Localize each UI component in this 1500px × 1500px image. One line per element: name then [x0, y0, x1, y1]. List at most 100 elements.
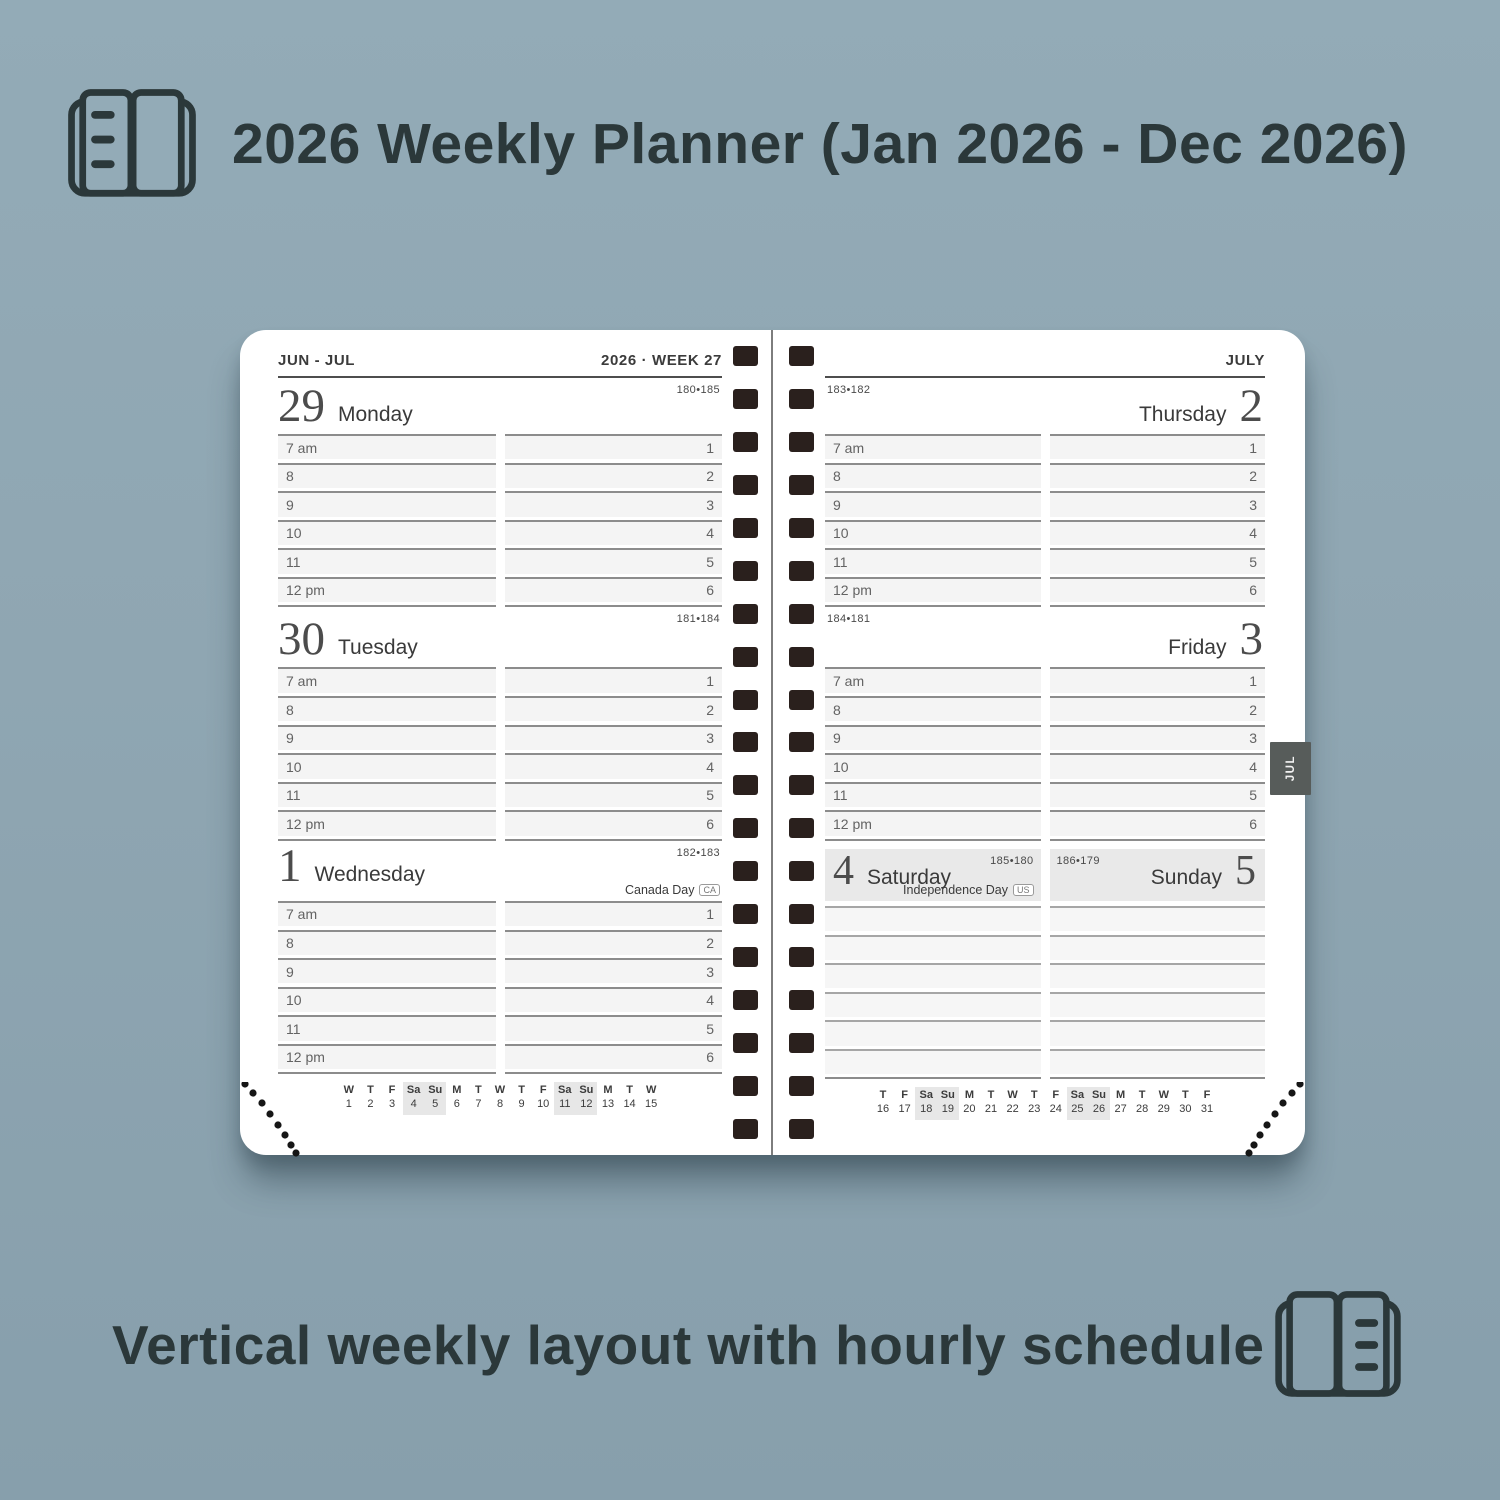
binding-hole	[733, 1118, 758, 1139]
tuesday-hour-grid: 7 am 8 9 10 11 12 pm 1 2 3 4 5 6	[278, 667, 722, 840]
minical-weekday-letter: T	[367, 1084, 374, 1097]
schedule-row: 4	[504, 519, 722, 546]
hour-number: 3	[706, 963, 714, 980]
minical-day: F 24	[1045, 1087, 1067, 1120]
day-title: 30 Tuesday	[278, 616, 418, 662]
schedule-row: 3	[1049, 491, 1265, 517]
day-title: Thursday 2	[1138, 380, 1264, 432]
top-banner: 2026 Weekly Planner (Jan 2026 - Dec 2026…	[64, 88, 1408, 200]
minical-date: 31	[1200, 1103, 1214, 1116]
monday-hour-grid: 7 am 8 9 10 11 12 pm 1 2 3 4 5 6	[278, 434, 722, 607]
binding-hole	[733, 346, 758, 366]
binding-hole	[789, 646, 814, 667]
binding-hole	[733, 560, 758, 581]
schedule-row: 5	[1049, 548, 1265, 574]
minical-weekday-letter: T	[1181, 1089, 1189, 1102]
left-page-header: JUN - JUL 2026 · WEEK 27	[278, 352, 722, 378]
minical-date: 20	[963, 1103, 976, 1116]
minical-weekday-letter: Sa	[558, 1084, 572, 1097]
schedule-row: 11	[278, 781, 496, 808]
hour-number: 5	[1249, 787, 1257, 804]
hour-label: 12 pm	[286, 582, 325, 599]
perforation-dots	[1245, 1082, 1304, 1157]
hour-label: 11	[286, 787, 301, 804]
schedule-row: 6	[504, 576, 722, 603]
binding-hole	[733, 1075, 758, 1096]
binding-hole	[733, 990, 758, 1011]
minical-weekday-letter: F	[1203, 1089, 1211, 1102]
minical-date: 8	[496, 1098, 504, 1111]
hour-label: 10	[286, 525, 302, 542]
minical-weekday-letter: M	[1115, 1089, 1126, 1102]
day-name: Thursday	[1138, 403, 1227, 426]
day-number: 2	[1239, 380, 1264, 432]
schedule-row: 1	[504, 667, 722, 693]
minical-weekday-letter: T	[1138, 1089, 1146, 1102]
schedule-row	[825, 1048, 1041, 1075]
hour-number: 6	[706, 1049, 714, 1066]
minical-date: 16	[876, 1103, 890, 1116]
minical-weekday-letter: F	[388, 1084, 396, 1097]
page-gutter-line	[771, 330, 773, 1155]
morning-hours-column: 7 am 8 9 10 11 12 pm	[278, 667, 496, 840]
minical-day: Sa 25	[1066, 1087, 1089, 1120]
binding-hole	[733, 474, 758, 495]
hour-number: 3	[706, 730, 714, 747]
holiday-label: Canada Day CA	[625, 883, 720, 897]
minical-date: 11	[559, 1098, 571, 1111]
schedule-row: 2	[504, 462, 722, 488]
mini-calendar-right: T 16 F 17 Sa 18 Su 19 M 20 T 21 W 22 T 23 F 24 Sa 25 Su 26 M 27…	[825, 1087, 1265, 1120]
product-title: 2026 Weekly Planner (Jan 2026 - Dec 2026…	[232, 112, 1408, 176]
minical-date: 27	[1114, 1103, 1127, 1116]
minical-weekday-letter: Sa	[919, 1089, 933, 1102]
hour-label: 12 pm	[833, 815, 872, 832]
schedule-row: 10	[825, 753, 1041, 779]
binding-hole	[733, 431, 758, 452]
minical-weekday-letter: F	[1052, 1089, 1060, 1102]
binding-hole	[733, 947, 758, 968]
schedule-row: 9	[278, 491, 496, 517]
schedule-row: 7 am	[278, 434, 496, 460]
planner-left-page: JUN - JUL 2026 · WEEK 27 180•185 29 Mond…	[278, 330, 722, 1155]
schedule-row: 5	[504, 781, 722, 808]
hour-number: 4	[706, 525, 714, 542]
holiday-label: Independence Day US	[903, 883, 1034, 897]
binding-hole	[733, 689, 758, 710]
schedule-row: 3	[504, 491, 722, 517]
binding-hole	[789, 861, 814, 882]
minical-weekday-letter: T	[518, 1084, 525, 1097]
hour-number: 2	[706, 935, 714, 952]
hour-number: 2	[706, 701, 714, 718]
minical-day: F 10	[532, 1082, 554, 1115]
hour-number: 2	[706, 468, 714, 485]
page-numbers: 180•185	[676, 384, 720, 396]
schedule-row: 6	[1049, 810, 1265, 836]
minical-date: 5	[432, 1098, 439, 1111]
minical-day: Su 26	[1088, 1087, 1110, 1120]
minical-date: 6	[453, 1098, 460, 1111]
schedule-row: 3	[504, 958, 722, 984]
hour-number: 2	[1249, 701, 1257, 718]
hour-label: 11	[286, 1020, 301, 1037]
hour-number: 3	[706, 496, 714, 513]
hour-number: 2	[1249, 468, 1257, 485]
schedule-row: 9	[825, 724, 1041, 751]
binding-hole	[733, 603, 758, 624]
minical-date: 30	[1179, 1103, 1192, 1116]
schedule-row	[1049, 1020, 1265, 1046]
hour-number: 5	[706, 787, 714, 804]
day-title: Sunday 5	[1151, 850, 1256, 891]
hour-number: 4	[1249, 758, 1257, 775]
hour-label: 11	[833, 553, 848, 570]
morning-hours-column: 7 am 8 9 10 11 12 pm	[825, 667, 1041, 840]
schedule-row: 10	[278, 986, 496, 1013]
binding-hole	[733, 388, 758, 409]
minical-day: W 15	[640, 1082, 662, 1115]
minical-date: 29	[1157, 1103, 1170, 1116]
minical-date: 22	[1006, 1103, 1019, 1116]
hour-label: 9	[286, 963, 294, 980]
binding-hole	[789, 346, 814, 366]
minical-weekday-letter: W	[494, 1084, 506, 1097]
